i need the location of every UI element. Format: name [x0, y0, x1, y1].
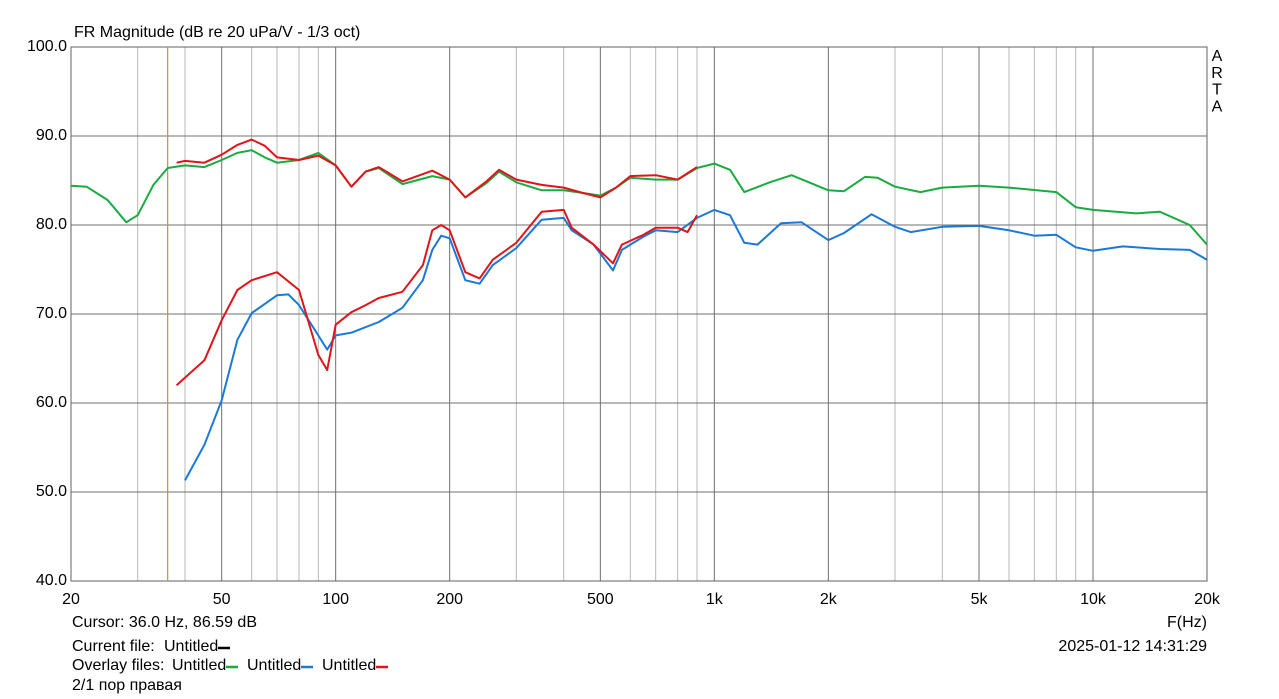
- note: 2/1 пор правая: [72, 677, 182, 694]
- x-tick-label: 500: [587, 591, 614, 608]
- y-tick-label: 60.0: [36, 394, 67, 411]
- x-tick-label: 50: [213, 591, 231, 608]
- y-tick-label: 80.0: [36, 216, 67, 233]
- brand-letter: T: [1212, 82, 1222, 99]
- cursor-readout: Cursor: 36.0 Hz, 86.59 dB: [72, 614, 257, 631]
- y-tick-label: 70.0: [36, 305, 67, 322]
- x-tick-label: 1k: [706, 591, 724, 608]
- x-tick-label: 200: [436, 591, 463, 608]
- brand-letter: A: [1212, 98, 1223, 115]
- y-tick-label: 100.0: [27, 38, 67, 55]
- response-line: [70, 149, 1208, 246]
- brand-letter: A: [1212, 48, 1223, 65]
- current-file-label: Current file:: [72, 638, 155, 655]
- x-tick-label: 20: [62, 591, 80, 608]
- legend-label: Untitled: [172, 657, 226, 674]
- current-file-name: Untitled: [164, 638, 218, 655]
- response-line: [176, 138, 698, 199]
- y-tick-label: 50.0: [36, 483, 67, 500]
- legend-label: Untitled: [247, 657, 301, 674]
- x-tick-label: 20k: [1194, 591, 1221, 608]
- y-tick-label: 40.0: [36, 572, 67, 589]
- x-tick-label: 10k: [1080, 591, 1107, 608]
- timestamp: 2025-01-12 14:31:29: [1058, 638, 1207, 655]
- y-tick-label: 90.0: [36, 127, 67, 144]
- x-tick-label: 100: [322, 591, 349, 608]
- x-tick-label: 5k: [971, 591, 989, 608]
- plot-frame: [70, 46, 1208, 582]
- brand-letter: R: [1211, 65, 1223, 82]
- legend-label: Untitled: [322, 657, 376, 674]
- x-tick-label: 2k: [820, 591, 838, 608]
- response-line: [184, 208, 1208, 481]
- response-line: [175, 208, 698, 386]
- overlay-label: Overlay files:: [72, 657, 164, 674]
- x-axis-label: F(Hz): [1167, 614, 1207, 631]
- chart-title: FR Magnitude (dB re 20 uPa/V - 1/3 oct): [74, 24, 360, 41]
